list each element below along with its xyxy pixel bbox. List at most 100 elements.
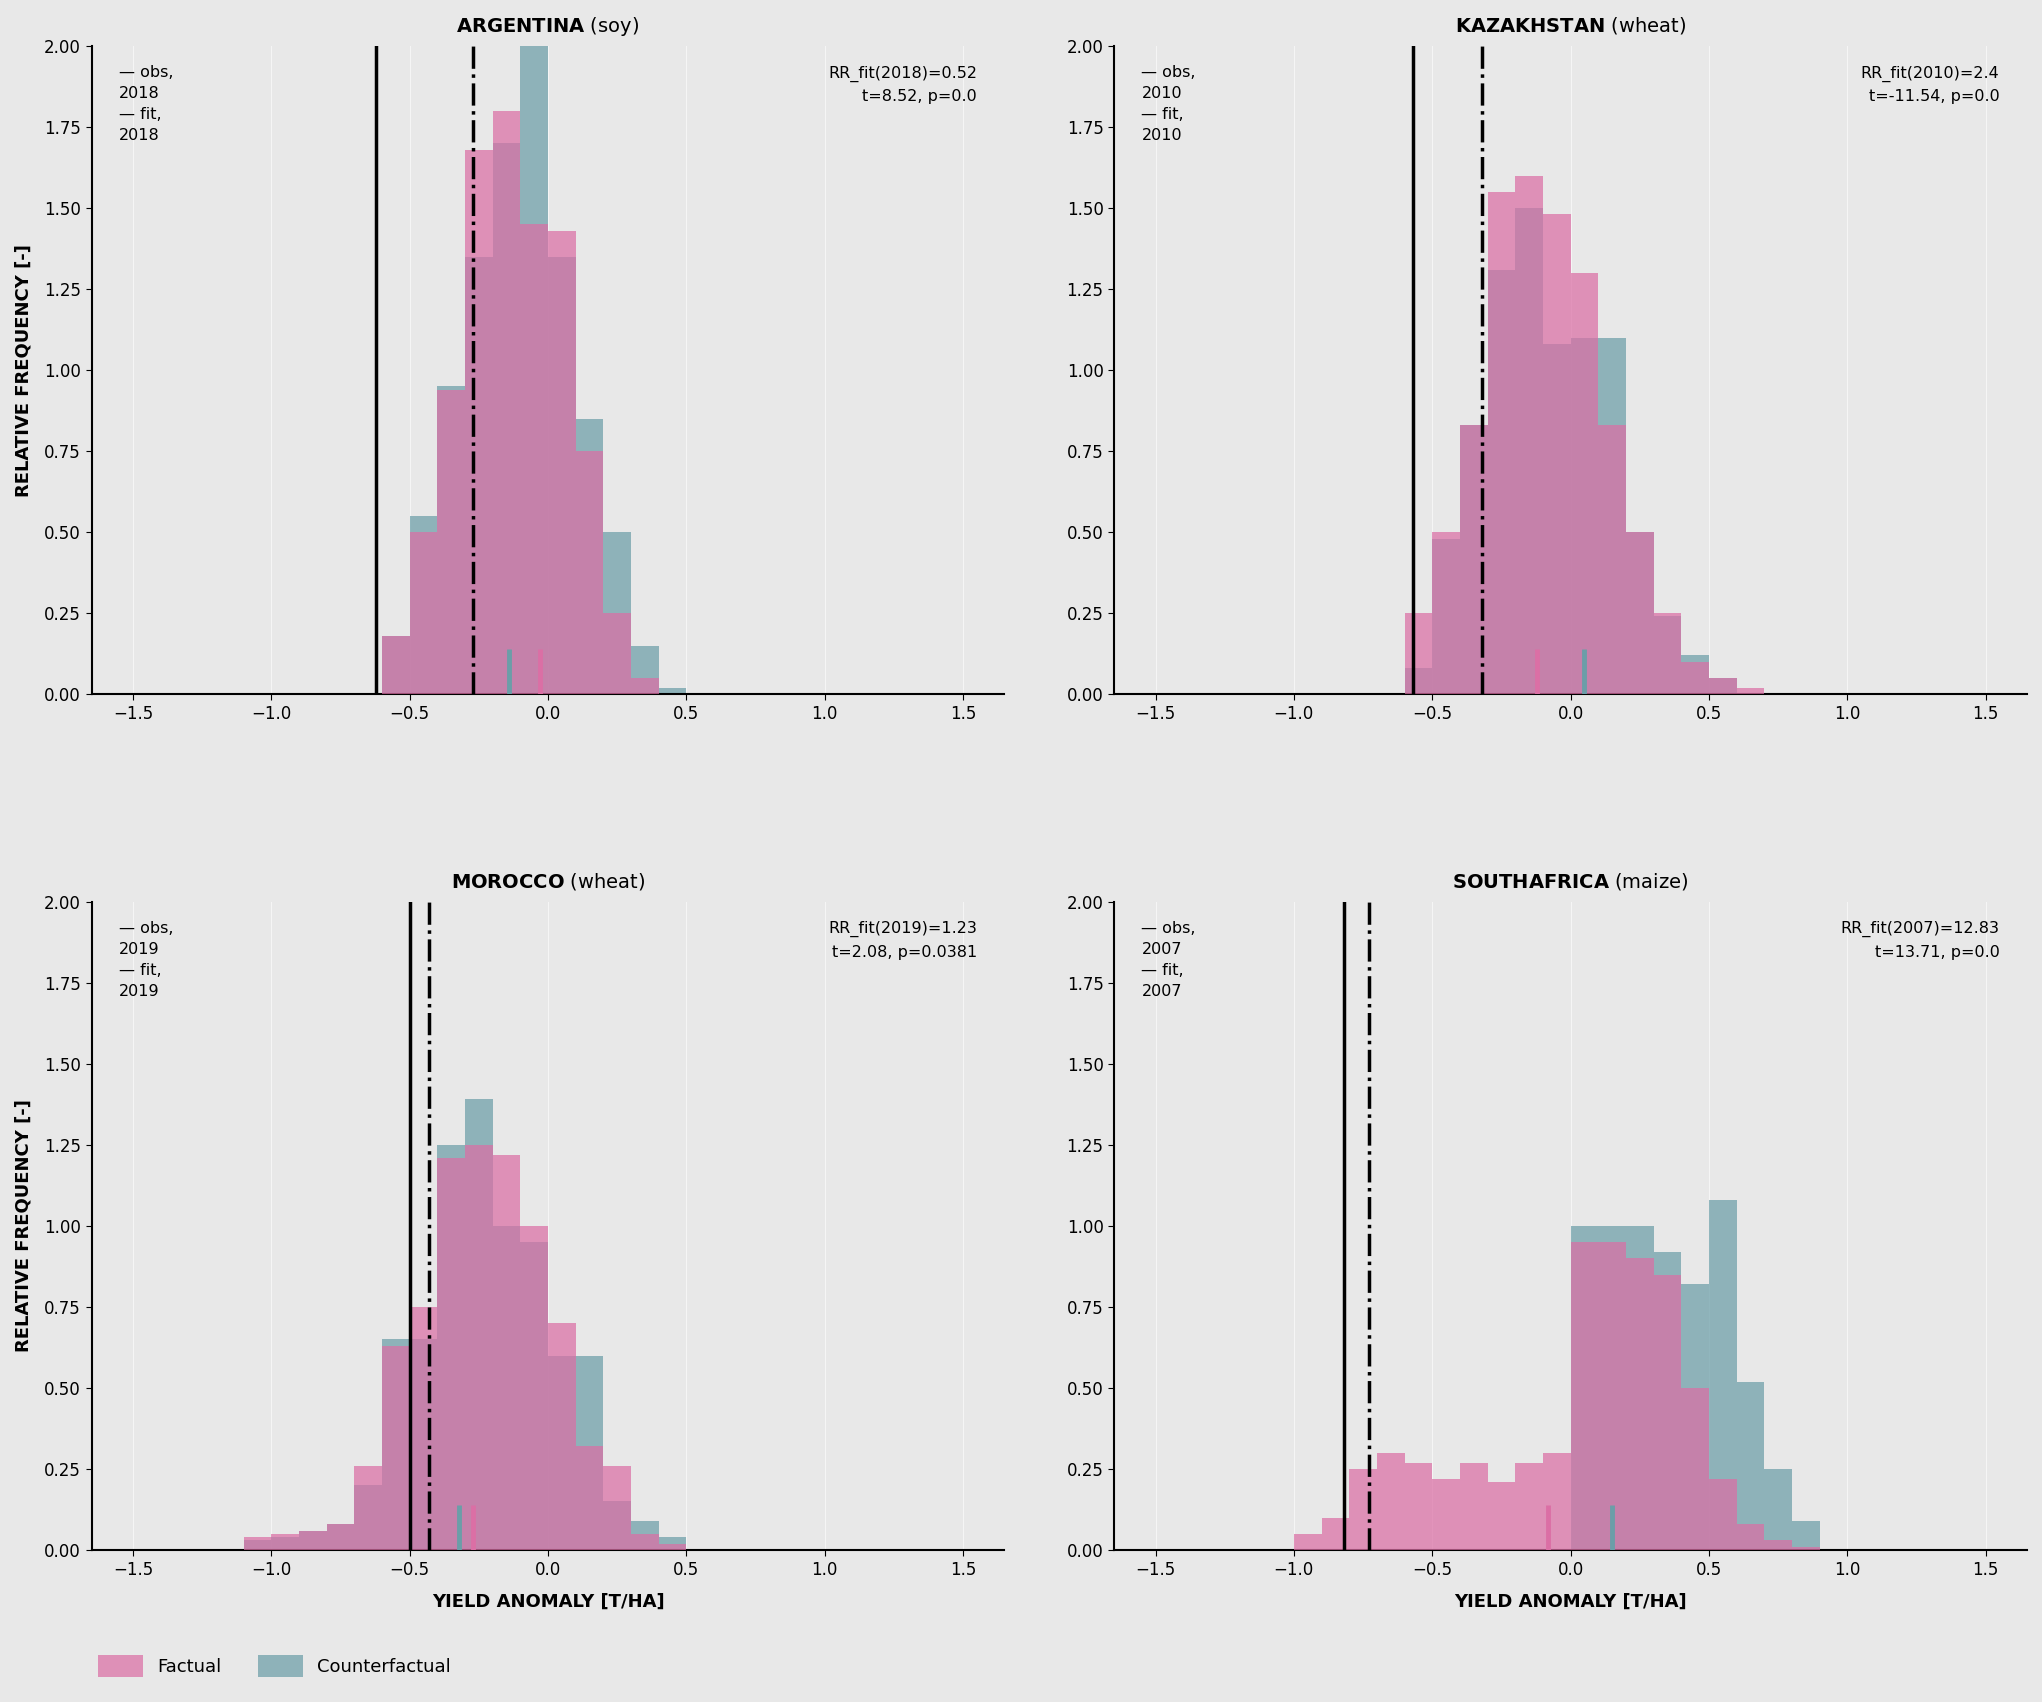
Y-axis label: RELATIVE FREQUENCY [-]: RELATIVE FREQUENCY [-] [14, 1099, 33, 1353]
Bar [660, 688, 686, 694]
Bar [382, 637, 410, 694]
Bar [1599, 1242, 1625, 1551]
Bar [1681, 1285, 1709, 1551]
Bar [1764, 1540, 1791, 1551]
Bar [1487, 1482, 1515, 1551]
Bar [576, 1355, 602, 1551]
Bar [382, 637, 410, 694]
Bar [576, 451, 602, 694]
Text: — obs,
2007
— fit,
2007: — obs, 2007 — fit, 2007 [1141, 921, 1197, 999]
Bar [521, 225, 547, 694]
Bar [437, 1157, 466, 1551]
Text: RR_fit(2007)=12.83
t=13.71, p=0.0: RR_fit(2007)=12.83 t=13.71, p=0.0 [1840, 921, 1999, 960]
Bar [521, 1225, 547, 1551]
Bar [631, 1522, 660, 1551]
Bar [602, 613, 631, 694]
Text: — obs,
2010
— fit,
2010: — obs, 2010 — fit, 2010 [1141, 65, 1197, 143]
Bar [382, 1339, 410, 1551]
Bar [1654, 616, 1681, 694]
Bar [1570, 1242, 1599, 1551]
Bar [410, 533, 437, 694]
Bar [1654, 613, 1681, 694]
Bar [1570, 337, 1599, 694]
X-axis label: YIELD ANOMALY [T/HA]: YIELD ANOMALY [T/HA] [431, 1593, 664, 1610]
Bar [492, 1225, 521, 1551]
Bar [272, 1537, 298, 1551]
Bar [1405, 669, 1431, 694]
Bar [1515, 1462, 1544, 1551]
Bar [1709, 1200, 1736, 1551]
Bar [1681, 662, 1709, 694]
Bar [355, 1486, 382, 1551]
Title: $\mathbf{KAZAKHSTAN}$ (wheat): $\mathbf{KAZAKHSTAN}$ (wheat) [1454, 15, 1687, 36]
Bar [1625, 1225, 1654, 1551]
Bar [1736, 1382, 1764, 1551]
Bar [1654, 1253, 1681, 1551]
Bar [547, 1355, 576, 1551]
Bar [1709, 1479, 1736, 1551]
Bar [1736, 688, 1764, 694]
Text: — obs,
2019
— fit,
2019: — obs, 2019 — fit, 2019 [118, 921, 174, 999]
X-axis label: YIELD ANOMALY [T/HA]: YIELD ANOMALY [T/HA] [1454, 1593, 1687, 1610]
Bar [660, 1544, 686, 1551]
Bar [243, 1540, 272, 1551]
Bar [1295, 1534, 1321, 1551]
Bar [1599, 426, 1625, 694]
Bar [466, 1099, 492, 1551]
Bar [466, 150, 492, 694]
Title: $\mathbf{MOROCCO}$ (wheat): $\mathbf{MOROCCO}$ (wheat) [451, 871, 645, 892]
Bar [437, 390, 466, 694]
Bar [1625, 533, 1654, 694]
Bar [660, 1537, 686, 1551]
Bar [355, 1465, 382, 1551]
Bar [1625, 533, 1654, 694]
Bar [631, 677, 660, 694]
Bar [1321, 1518, 1350, 1551]
Bar [492, 111, 521, 694]
Bar [492, 143, 521, 694]
Bar [410, 516, 437, 694]
Bar [410, 1307, 437, 1551]
Bar [1791, 1547, 1819, 1551]
Text: — obs,
2018
— fit,
2018: — obs, 2018 — fit, 2018 [118, 65, 174, 143]
Bar [631, 1534, 660, 1551]
Bar [327, 1525, 355, 1551]
Bar [631, 645, 660, 694]
Bar [466, 1145, 492, 1551]
Bar [1460, 426, 1487, 694]
Bar [602, 1501, 631, 1551]
Bar [602, 533, 631, 694]
Bar [1709, 677, 1736, 694]
Bar [1487, 192, 1515, 694]
Title: $\mathbf{SOUTH AFRICA}$ (maize): $\mathbf{SOUTH AFRICA}$ (maize) [1452, 871, 1689, 892]
Bar [298, 1530, 327, 1551]
Bar [1431, 1479, 1460, 1551]
Bar [1654, 1275, 1681, 1551]
Bar [298, 1530, 327, 1551]
Bar [1460, 426, 1487, 694]
Bar [1709, 677, 1736, 694]
Bar [1599, 1225, 1625, 1551]
Y-axis label: RELATIVE FREQUENCY [-]: RELATIVE FREQUENCY [-] [14, 243, 33, 497]
Bar [437, 1145, 466, 1551]
Bar [492, 1154, 521, 1551]
Text: RR_fit(2018)=0.52
t=8.52, p=0.0: RR_fit(2018)=0.52 t=8.52, p=0.0 [829, 65, 978, 104]
Bar [1736, 1525, 1764, 1551]
Bar [521, 1242, 547, 1551]
Bar [243, 1537, 272, 1551]
Bar [437, 386, 466, 694]
Bar [1405, 613, 1431, 694]
Bar [1570, 272, 1599, 694]
Title: $\mathbf{ARGENTINA}$ (soy): $\mathbf{ARGENTINA}$ (soy) [457, 15, 639, 37]
Bar [1350, 1469, 1376, 1551]
Bar [382, 1346, 410, 1551]
Bar [410, 1339, 437, 1551]
Bar [1431, 538, 1460, 694]
Bar [1405, 1462, 1431, 1551]
Bar [547, 1322, 576, 1551]
Bar [602, 1465, 631, 1551]
Bar [1515, 208, 1544, 694]
Text: RR_fit(2010)=2.4
t=-11.54, p=0.0: RR_fit(2010)=2.4 t=-11.54, p=0.0 [1860, 65, 1999, 104]
Bar [327, 1525, 355, 1551]
Bar [272, 1534, 298, 1551]
